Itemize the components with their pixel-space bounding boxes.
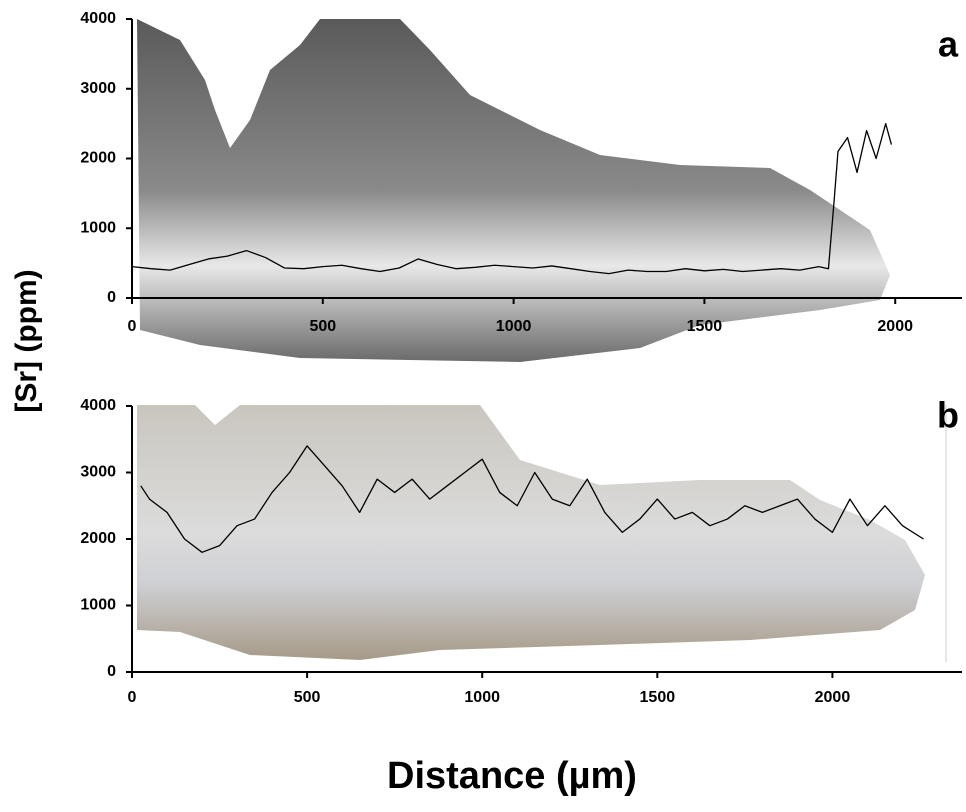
panel-label: b	[937, 395, 959, 436]
x-tick-label: 2000	[877, 318, 913, 335]
x-tick-label: 0	[128, 318, 137, 335]
specimen-image-b	[137, 405, 925, 660]
x-axis-label: Distance (µm)	[387, 755, 637, 797]
x-tick-label: 1000	[496, 318, 532, 335]
x-tick-label: 1000	[464, 689, 500, 706]
y-tick-label: 3000	[80, 80, 116, 97]
x-tick-label: 500	[309, 318, 336, 335]
x-tick-label: 1500	[687, 318, 723, 335]
y-tick-label: 4000	[80, 10, 116, 27]
y-tick-label: 4000	[80, 397, 116, 414]
x-tick-label: 1500	[640, 689, 676, 706]
x-tick-label: 500	[294, 689, 321, 706]
y-tick-label: 0	[107, 289, 116, 306]
y-tick-label: 0	[107, 663, 116, 680]
y-tick-label: 1000	[80, 219, 116, 236]
y-tick-label: 1000	[80, 597, 116, 614]
x-tick-label: 0	[128, 689, 137, 706]
y-tick-label: 2000	[80, 530, 116, 547]
data-line	[131, 122, 893, 275]
y-tick-label: 2000	[80, 150, 116, 167]
panel-label: a	[938, 24, 959, 65]
y-tick-label: 3000	[80, 464, 116, 481]
data-line	[140, 445, 924, 553]
x-tick-label: 2000	[815, 689, 851, 706]
y-axis-label: [Sr] (ppm)	[10, 269, 43, 412]
specimen-image-a	[137, 19, 890, 362]
